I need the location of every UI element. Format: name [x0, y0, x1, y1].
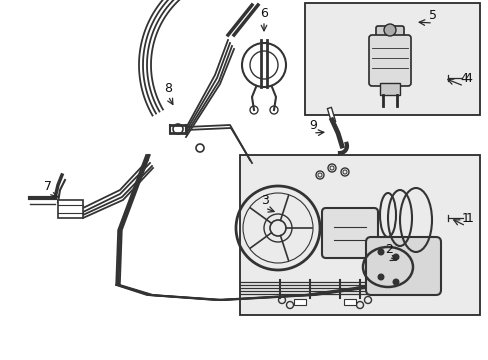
- Circle shape: [377, 248, 384, 256]
- FancyBboxPatch shape: [375, 26, 403, 40]
- Text: 1: 1: [461, 212, 469, 225]
- Text: 5: 5: [428, 9, 436, 22]
- FancyBboxPatch shape: [365, 237, 440, 295]
- Text: 8: 8: [163, 81, 172, 95]
- Text: 4: 4: [463, 72, 471, 85]
- Bar: [343, 299, 355, 305]
- Text: 9: 9: [308, 118, 316, 131]
- Bar: [379, 83, 399, 95]
- Text: 7: 7: [44, 180, 52, 193]
- Bar: [58, 200, 83, 218]
- Text: 2: 2: [384, 243, 392, 256]
- Circle shape: [392, 279, 399, 285]
- Text: 6: 6: [260, 6, 267, 19]
- Bar: [305, 3, 479, 115]
- Bar: [293, 299, 305, 305]
- Text: 1: 1: [465, 212, 473, 225]
- Circle shape: [383, 24, 395, 36]
- Circle shape: [392, 253, 399, 261]
- Circle shape: [377, 274, 384, 280]
- Text: 4: 4: [459, 72, 467, 85]
- FancyBboxPatch shape: [368, 35, 410, 86]
- Bar: [240, 155, 479, 315]
- Text: 3: 3: [261, 194, 268, 207]
- FancyBboxPatch shape: [321, 208, 377, 258]
